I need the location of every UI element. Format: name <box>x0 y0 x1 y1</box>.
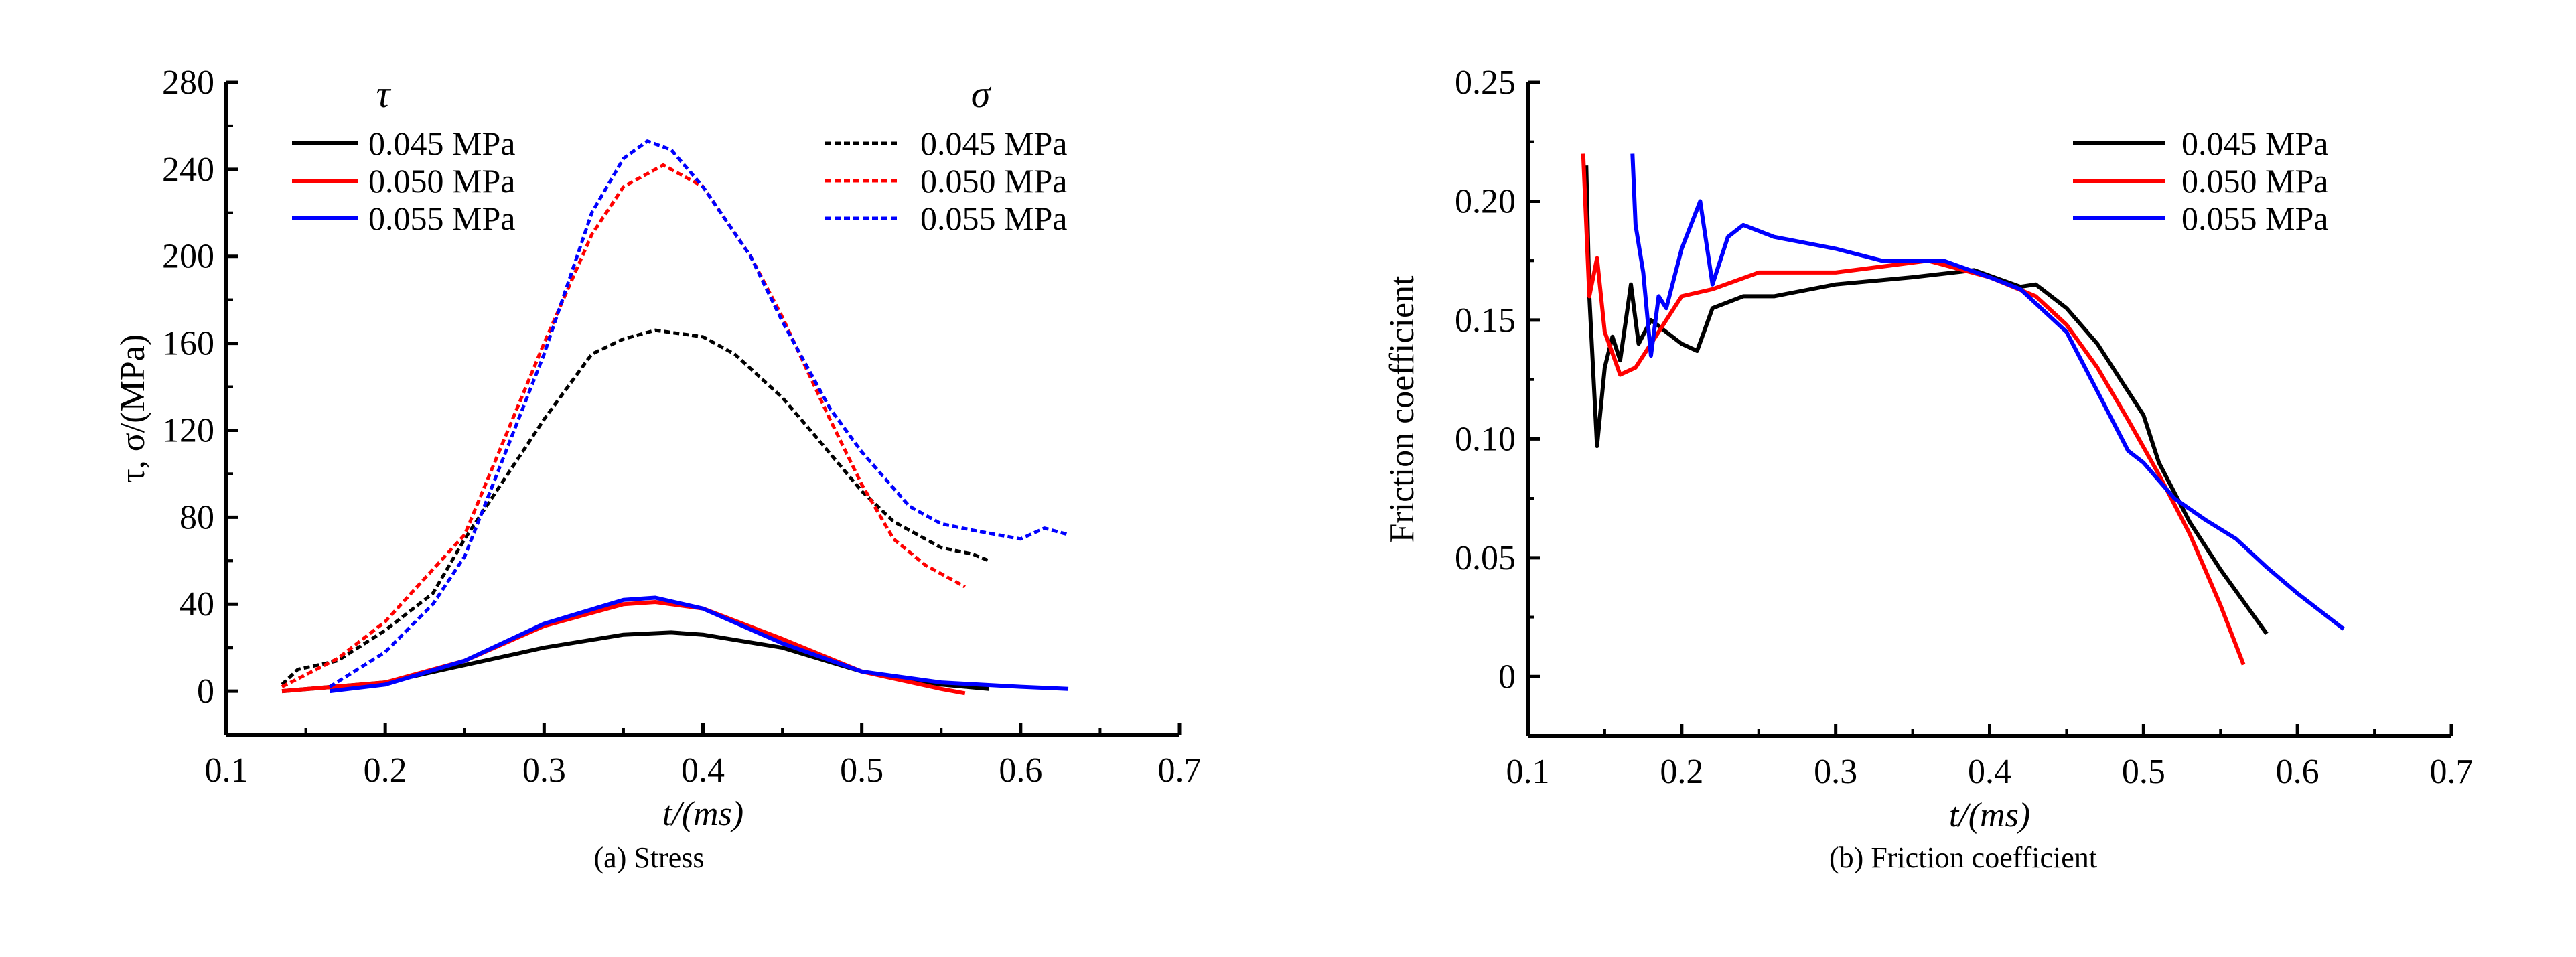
x-tick-label: 0.3 <box>1814 753 1857 791</box>
legend-header: σ <box>971 72 992 116</box>
x-tick-label: 0.6 <box>999 751 1042 790</box>
legend-label: 0.045 MPa <box>920 125 1067 162</box>
x-tick-label: 0.3 <box>522 751 566 790</box>
legend-label: 0.055 MPa <box>2181 200 2328 237</box>
x-axis-label: t/(ms) <box>662 795 743 833</box>
series-line-sigma-0050 <box>281 163 966 688</box>
series-line-sigma-0045 <box>281 328 990 686</box>
x-tick-label: 0.4 <box>681 751 725 790</box>
x-tick-label: 0.7 <box>2430 753 2474 791</box>
y-tick-label: 0.20 <box>1455 182 1516 220</box>
x-tick-label: 0.1 <box>1506 753 1550 791</box>
x-axis-label: t/(ms) <box>1949 796 2030 834</box>
series-line-tau-0055 <box>329 595 1069 694</box>
y-tick-label: 0 <box>197 672 214 711</box>
y-tick-label: 200 <box>162 238 214 276</box>
legend-header: τ <box>376 72 392 116</box>
caption-b: (b) Friction coefficient <box>1829 841 2097 874</box>
legend-label: 0.050 MPa <box>920 162 1067 200</box>
series-line-0050 <box>1581 153 2246 666</box>
legend-label: 0.055 MPa <box>920 200 1067 237</box>
y-tick-label: 0.05 <box>1455 539 1516 577</box>
y-tick-label: 0.25 <box>1455 64 1516 102</box>
y-axis-label: Friction coefficient <box>1383 275 1421 543</box>
y-tick-label: 80 <box>180 498 214 536</box>
x-tick-label: 0.5 <box>840 751 883 790</box>
x-tick-label: 0.5 <box>2122 753 2165 791</box>
y-axis-label: τ, σ/(MPa) <box>114 334 152 483</box>
y-tick-label: 160 <box>162 325 214 363</box>
stress-chart: 0.1 0.2 0.3 0.4 0.5 0.6 0.7 0 40 80 120 160 200 240 28… <box>114 64 1202 833</box>
series-line-tau-0050 <box>281 600 966 696</box>
legend-label: 0.055 MPa <box>368 200 515 237</box>
y-tick-label: 0.15 <box>1455 301 1516 340</box>
series-line-0045 <box>1584 165 2269 636</box>
legend-label: 0.045 MPa <box>368 125 515 162</box>
y-tick-label: 120 <box>162 411 214 449</box>
legend-label: 0.050 MPa <box>368 162 515 200</box>
y-tick-label: 280 <box>162 64 214 102</box>
x-tick-label: 0.1 <box>205 751 248 790</box>
x-tick-label: 0.7 <box>1158 751 1202 790</box>
y-tick-label: 40 <box>180 585 214 623</box>
y-tick-label: 0 <box>1498 658 1516 696</box>
friction-chart: 0.1 0.2 0.3 0.4 0.5 0.6 0.7 0 0.05 0.10 0.15 0.20 0.… <box>1383 64 2474 834</box>
legend-label: 0.050 MPa <box>2181 162 2328 200</box>
y-tick-label: 0.10 <box>1455 420 1516 458</box>
y-tick-label: 240 <box>162 151 214 189</box>
x-tick-label: 0.6 <box>2276 753 2319 791</box>
legend-label: 0.045 MPa <box>2181 125 2328 162</box>
caption-a: (a) Stress <box>594 841 705 874</box>
x-tick-label: 0.2 <box>1660 753 1703 791</box>
series-line-sigma-0055 <box>328 139 1069 688</box>
series-line-0055 <box>1630 153 2345 631</box>
x-tick-label: 0.4 <box>1968 753 2011 791</box>
x-tick-label: 0.2 <box>364 751 407 790</box>
